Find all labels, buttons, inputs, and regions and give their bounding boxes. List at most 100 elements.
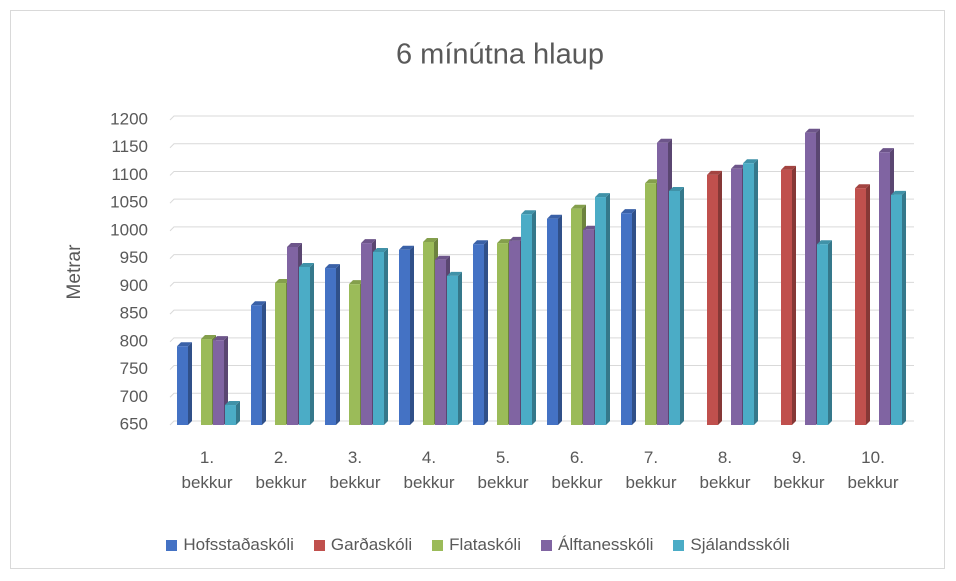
legend-swatch bbox=[432, 539, 444, 551]
bar-top bbox=[275, 279, 290, 284]
bar-top bbox=[805, 128, 820, 133]
legend-item: Flataskóli bbox=[432, 535, 521, 555]
y-axis-label: Metrar bbox=[64, 244, 85, 300]
bar-top bbox=[521, 210, 536, 215]
legend-label: Álftanesskóli bbox=[557, 535, 654, 554]
bar-top bbox=[509, 236, 524, 241]
bar bbox=[743, 163, 754, 425]
chart-frame bbox=[10, 10, 945, 569]
bar-top bbox=[447, 271, 462, 276]
bar-side bbox=[262, 301, 266, 425]
bar bbox=[621, 213, 632, 425]
bar-top bbox=[583, 225, 598, 230]
bar-top bbox=[473, 240, 488, 245]
bar-side bbox=[532, 210, 536, 425]
bar-top bbox=[657, 138, 672, 143]
bar-top bbox=[299, 262, 314, 267]
bar-side bbox=[754, 159, 758, 425]
bar-top bbox=[225, 401, 240, 406]
chart-title: 6 mínútna hlaup bbox=[396, 39, 604, 71]
x-tick-label: 8. bekkur bbox=[699, 448, 751, 492]
bar-top bbox=[855, 184, 870, 189]
y-tick-label: 1150 bbox=[111, 137, 148, 156]
legend-label: Flataskóli bbox=[449, 535, 521, 554]
bar-top bbox=[399, 245, 414, 250]
bar bbox=[423, 242, 434, 425]
grid-line bbox=[169, 198, 914, 204]
bar bbox=[879, 152, 890, 425]
bar-side bbox=[336, 264, 340, 425]
bar bbox=[225, 405, 236, 425]
x-tick-label: 7. bekkur bbox=[625, 448, 677, 492]
bar bbox=[213, 340, 224, 425]
x-tick-label: 1. bekkur bbox=[181, 448, 233, 492]
bar bbox=[509, 240, 520, 425]
bar bbox=[177, 346, 188, 425]
bar-top bbox=[707, 170, 722, 175]
x-tick-label: 4. bekkur bbox=[403, 448, 455, 492]
bar bbox=[473, 244, 484, 425]
legend: Hofsstaðaskóli Garðaskóli Flataskóli Álftan… bbox=[0, 535, 956, 555]
bar-top bbox=[731, 164, 746, 169]
bar bbox=[201, 339, 212, 425]
bar bbox=[373, 251, 384, 425]
y-tick-label: 750 bbox=[120, 359, 148, 378]
bar-top bbox=[547, 214, 562, 219]
bar-side bbox=[410, 245, 414, 425]
bar-top bbox=[817, 240, 832, 245]
y-tick-label: 850 bbox=[120, 304, 148, 323]
bar-side bbox=[484, 240, 488, 425]
bar-top bbox=[595, 193, 610, 198]
bar-top bbox=[743, 159, 758, 164]
bar bbox=[855, 188, 866, 425]
bar-side bbox=[632, 209, 636, 425]
bar-side bbox=[792, 165, 796, 425]
y-tick-label: 800 bbox=[120, 331, 148, 350]
bar-side bbox=[458, 271, 462, 425]
bar bbox=[497, 243, 508, 425]
bar bbox=[805, 132, 816, 425]
bar bbox=[817, 244, 828, 425]
bar-top bbox=[669, 186, 684, 191]
grid-line bbox=[169, 115, 914, 121]
bar-top bbox=[423, 238, 438, 242]
grid-line bbox=[169, 254, 914, 259]
bar bbox=[595, 197, 606, 425]
y-tick-label: 1200 bbox=[110, 109, 148, 128]
bar-top bbox=[201, 335, 216, 340]
bar-top bbox=[645, 179, 660, 184]
bar bbox=[891, 194, 902, 425]
x-tick-label: 5. bekkur bbox=[477, 448, 529, 492]
grid-line bbox=[169, 143, 914, 149]
legend-item: Garðaskóli bbox=[313, 535, 413, 555]
bar-side bbox=[310, 262, 314, 425]
bar bbox=[251, 305, 262, 425]
bar-top bbox=[177, 342, 192, 347]
bar-top bbox=[373, 247, 388, 252]
bar bbox=[521, 214, 532, 425]
legend-item: Hofsstaðaskóli bbox=[166, 535, 294, 555]
bar-top bbox=[879, 148, 894, 153]
bar-top bbox=[361, 239, 376, 244]
y-tick-label: 650 bbox=[120, 414, 148, 433]
x-tick-label: 2. bekkur bbox=[255, 448, 307, 492]
bar bbox=[287, 246, 298, 425]
x-tick-label: 10. bekkur bbox=[847, 448, 899, 492]
bar-top bbox=[349, 280, 364, 285]
bar bbox=[583, 229, 594, 425]
bar-side bbox=[384, 247, 388, 425]
y-tick-label: 1050 bbox=[110, 193, 148, 212]
bar bbox=[571, 208, 582, 425]
bar-side bbox=[188, 342, 192, 425]
grid-line bbox=[169, 170, 914, 176]
bar-top bbox=[621, 209, 636, 214]
bar bbox=[349, 284, 360, 425]
grid-line bbox=[169, 226, 914, 232]
bar bbox=[435, 259, 446, 425]
bar bbox=[361, 243, 372, 425]
legend-swatch bbox=[166, 539, 178, 551]
legend-label: Garðaskóli bbox=[330, 535, 413, 554]
bar-side bbox=[902, 190, 906, 425]
